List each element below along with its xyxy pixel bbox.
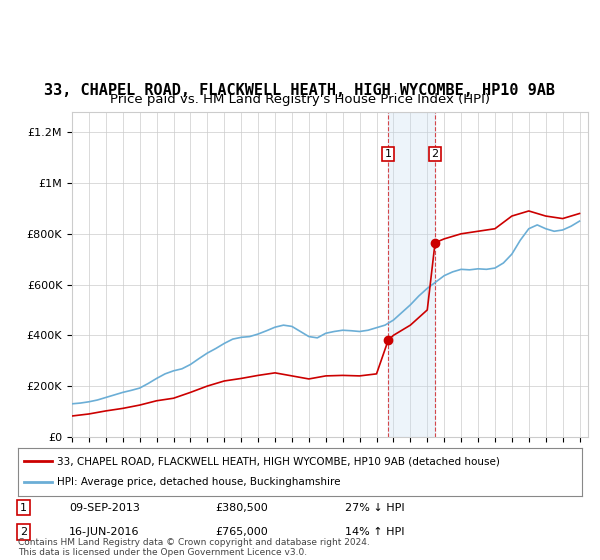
Text: 1: 1 <box>20 502 27 512</box>
Text: 16-JUN-2016: 16-JUN-2016 <box>69 527 139 537</box>
Text: 14% ↑ HPI: 14% ↑ HPI <box>345 527 404 537</box>
Text: 09-SEP-2013: 09-SEP-2013 <box>69 502 140 512</box>
Bar <box>388 112 435 437</box>
Text: HPI: Average price, detached house, Buckinghamshire: HPI: Average price, detached house, Buck… <box>58 477 341 487</box>
Text: 27% ↓ HPI: 27% ↓ HPI <box>345 502 405 512</box>
Text: Contains HM Land Registry data © Crown copyright and database right 2024.
This d: Contains HM Land Registry data © Crown c… <box>18 538 370 557</box>
Text: £765,000: £765,000 <box>215 527 268 537</box>
Text: 33, CHAPEL ROAD, FLACKWELL HEATH, HIGH WYCOMBE, HP10 9AB (detached house): 33, CHAPEL ROAD, FLACKWELL HEATH, HIGH W… <box>58 456 500 466</box>
Text: Price paid vs. HM Land Registry's House Price Index (HPI): Price paid vs. HM Land Registry's House … <box>110 94 490 106</box>
Text: 33, CHAPEL ROAD, FLACKWELL HEATH, HIGH WYCOMBE, HP10 9AB: 33, CHAPEL ROAD, FLACKWELL HEATH, HIGH W… <box>44 83 556 98</box>
Text: 2: 2 <box>20 527 27 537</box>
Text: £380,500: £380,500 <box>215 502 268 512</box>
Text: 1: 1 <box>385 149 392 159</box>
Text: 2: 2 <box>431 149 439 159</box>
